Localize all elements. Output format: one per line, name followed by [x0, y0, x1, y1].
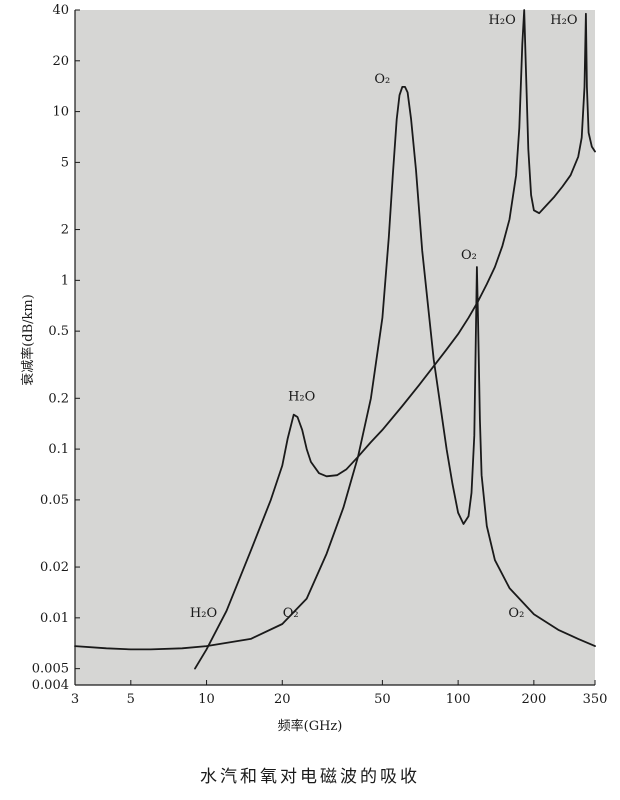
y-tick-label: 10 [52, 105, 69, 120]
y-tick-label: 2 [61, 223, 69, 238]
annotation-label: O₂ [508, 606, 524, 621]
y-tick-label: 0.02 [40, 560, 69, 575]
x-tick-label: 5 [127, 692, 135, 707]
series-line-o2 [74, 86, 596, 651]
x-tick-label: 20 [274, 692, 291, 707]
y-tick-label: 0.05 [40, 493, 69, 508]
y-axis-title: 衰减率(dB/km) [20, 294, 36, 386]
y-tick-label: 0.005 [32, 662, 69, 677]
y-tick-label: 1 [61, 273, 69, 288]
y-tick-label: 40 [52, 3, 69, 18]
annotation-label: H₂O [190, 606, 217, 621]
annotation-label: H₂O [550, 13, 577, 28]
figure-caption: 水汽和氧对电磁波的吸收 [200, 767, 420, 787]
y-tick-label: 0.004 [32, 678, 69, 693]
x-tick-label: 350 [583, 692, 608, 707]
x-tick-label: 200 [521, 692, 546, 707]
x-tick-label: 50 [374, 692, 391, 707]
annotation-label: H₂O [288, 390, 315, 405]
y-tick-label: 20 [52, 54, 69, 69]
y-tick-label: 0.5 [48, 324, 69, 339]
x-tick-label: 10 [198, 692, 215, 707]
y-tick-label: 0.2 [48, 391, 69, 406]
annotation-label: O₂ [283, 606, 299, 621]
annotation-label: O₂ [461, 248, 477, 263]
x-tick-label: 3 [71, 692, 79, 707]
annotation-layer: H₂O H₂O O₂ O₂ H₂O H₂O O₂ O₂ [190, 13, 578, 621]
series-layer [74, 9, 596, 670]
y-tick-label: 0.1 [48, 442, 69, 457]
y-tick-label: 5 [61, 155, 69, 170]
x-tick-label: 100 [446, 692, 471, 707]
annotation-label: H₂O [489, 13, 516, 28]
y-tick-label: 0.01 [40, 611, 69, 626]
plot-background [75, 10, 595, 685]
annotation-label: O₂ [374, 72, 390, 87]
x-axis-title: 频率(GHz) [278, 718, 343, 734]
